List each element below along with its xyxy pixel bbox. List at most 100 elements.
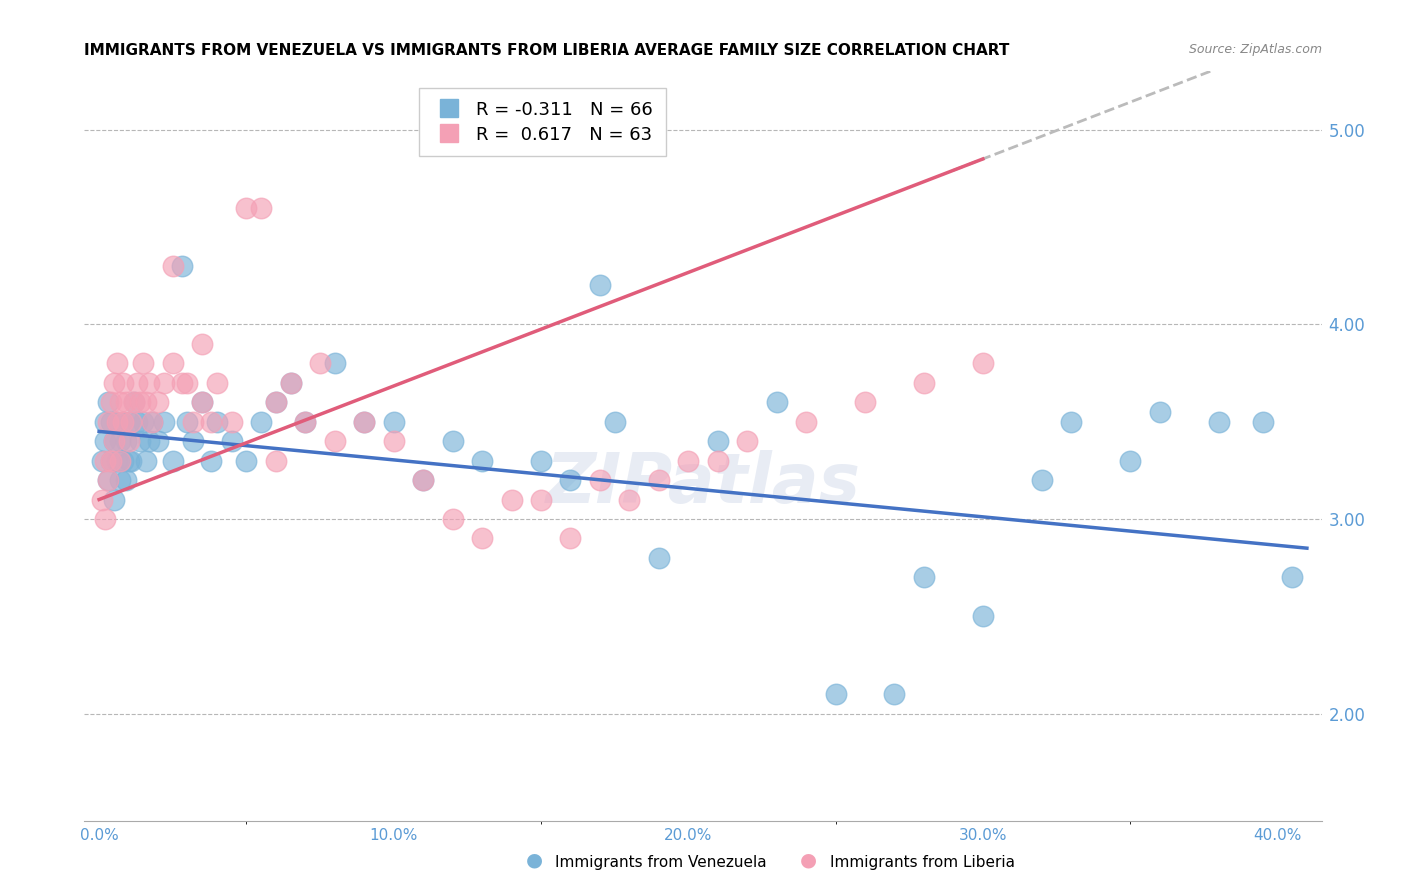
Point <box>108 434 131 449</box>
Point <box>323 434 346 449</box>
Point <box>153 415 176 429</box>
Point <box>221 434 243 449</box>
Point <box>221 415 243 429</box>
Point <box>100 453 122 467</box>
Text: IMMIGRANTS FROM VENEZUELA VS IMMIGRANTS FROM LIBERIA AVERAGE FAMILY SIZE CORRELA: IMMIGRANTS FROM VENEZUELA VS IMMIGRANTS … <box>84 43 1010 58</box>
Point <box>114 434 136 449</box>
Point <box>138 434 160 449</box>
Point <box>100 415 122 429</box>
Point <box>853 395 876 409</box>
Point <box>883 687 905 701</box>
Point <box>124 395 146 409</box>
Point <box>103 434 125 449</box>
Point <box>235 453 257 467</box>
Point <box>153 376 176 390</box>
Point <box>205 415 228 429</box>
Point <box>441 434 464 449</box>
Point <box>97 473 120 487</box>
Point <box>972 609 994 624</box>
Point <box>200 453 222 467</box>
Point <box>706 453 728 467</box>
Point <box>501 492 523 507</box>
Point <box>100 395 122 409</box>
Point <box>94 512 117 526</box>
Point <box>114 473 136 487</box>
Point <box>530 453 553 467</box>
Legend: R = -0.311   N = 66, R =  0.617   N = 63: R = -0.311 N = 66, R = 0.617 N = 63 <box>419 88 665 156</box>
Point <box>94 453 117 467</box>
Point <box>135 453 157 467</box>
Point <box>117 434 139 449</box>
Point <box>111 415 134 429</box>
Point <box>471 453 494 467</box>
Point <box>114 395 136 409</box>
Point <box>972 356 994 370</box>
Text: Immigrants from Venezuela: Immigrants from Venezuela <box>555 855 768 870</box>
Point <box>619 492 641 507</box>
Point <box>108 453 131 467</box>
Point <box>108 473 131 487</box>
Point <box>91 492 114 507</box>
Point <box>121 453 143 467</box>
Point <box>323 356 346 370</box>
Point <box>170 376 193 390</box>
Point <box>235 201 257 215</box>
Point <box>141 415 163 429</box>
Point <box>280 376 302 390</box>
Point <box>162 356 184 370</box>
Point <box>111 376 134 390</box>
Point <box>912 570 935 584</box>
Point <box>1208 415 1230 429</box>
Point <box>560 532 582 546</box>
Point <box>294 415 316 429</box>
Point <box>108 395 131 409</box>
Point <box>91 453 114 467</box>
Point <box>129 395 152 409</box>
Point <box>280 376 302 390</box>
Point <box>183 434 205 449</box>
Point <box>162 259 184 273</box>
Point <box>94 434 117 449</box>
Point <box>200 415 222 429</box>
Point <box>170 259 193 273</box>
Point <box>471 532 494 546</box>
Point <box>176 376 198 390</box>
Point <box>121 415 143 429</box>
Point <box>353 415 375 429</box>
Point <box>309 356 332 370</box>
Point <box>141 415 163 429</box>
Point <box>103 434 125 449</box>
Point <box>138 376 160 390</box>
Point <box>146 434 169 449</box>
Point <box>648 550 671 565</box>
Point <box>1031 473 1053 487</box>
Point <box>589 473 612 487</box>
Text: Source: ZipAtlas.com: Source: ZipAtlas.com <box>1188 44 1322 56</box>
Point <box>162 453 184 467</box>
Point <box>103 492 125 507</box>
Point <box>264 395 287 409</box>
Point <box>146 395 169 409</box>
Point <box>264 453 287 467</box>
Point <box>135 395 157 409</box>
Point <box>132 356 155 370</box>
Point <box>129 434 152 449</box>
Point <box>382 434 405 449</box>
Point <box>132 415 155 429</box>
Point <box>117 415 139 429</box>
Point <box>735 434 758 449</box>
Point <box>100 453 122 467</box>
Point <box>589 278 612 293</box>
Point <box>191 395 214 409</box>
Point <box>264 395 287 409</box>
Point <box>678 453 700 467</box>
Point <box>1119 453 1142 467</box>
Point <box>191 336 214 351</box>
Point <box>824 687 846 701</box>
Point <box>530 492 553 507</box>
Text: ZIPatlas: ZIPatlas <box>546 450 860 517</box>
Point <box>94 415 117 429</box>
Point <box>127 415 149 429</box>
Point <box>560 473 582 487</box>
Point <box>97 473 120 487</box>
